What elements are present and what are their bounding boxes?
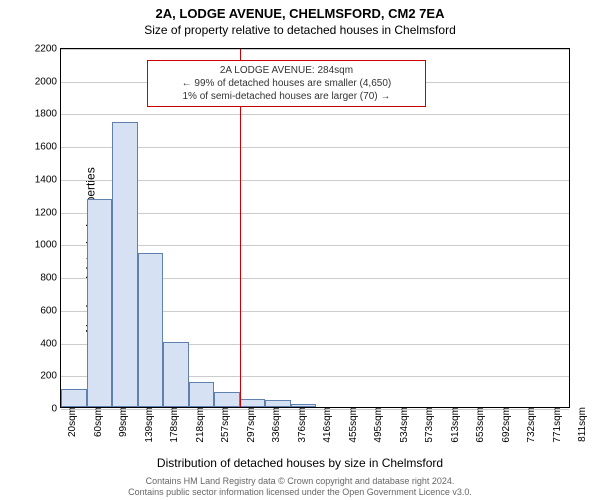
y-tick-label: 800 [40, 273, 61, 284]
x-tick-label: 653sqm [473, 407, 486, 443]
x-tick-label: 771sqm [550, 407, 563, 443]
x-tick-label: 692sqm [499, 407, 512, 443]
x-tick-label: 257sqm [218, 407, 231, 443]
x-axis-label: Distribution of detached houses by size … [0, 456, 600, 470]
x-tick-label: 495sqm [371, 407, 384, 443]
x-tick-label: 455sqm [346, 407, 359, 443]
histogram-bar [138, 253, 164, 407]
histogram-bar [112, 122, 138, 407]
footer-attribution: Contains HM Land Registry data © Crown c… [0, 476, 600, 498]
annotation-line1: 2A LODGE AVENUE: 284sqm [154, 64, 418, 77]
x-tick-label: 60sqm [91, 407, 104, 437]
y-tick-label: 1200 [35, 207, 61, 218]
x-tick-label: 811sqm [575, 407, 588, 442]
x-tick-label: 20sqm [65, 407, 78, 437]
x-tick-label: 178sqm [167, 407, 180, 443]
y-tick-label: 1800 [35, 109, 61, 120]
footer-line1: Contains HM Land Registry data © Crown c… [0, 476, 600, 487]
x-tick-label: 534sqm [397, 407, 410, 443]
y-tick-label: 0 [51, 404, 61, 415]
y-tick-label: 1600 [35, 142, 61, 153]
y-tick-label: 1400 [35, 174, 61, 185]
histogram-bar [189, 382, 215, 407]
x-tick-label: 613sqm [448, 407, 461, 443]
y-tick-label: 2000 [35, 76, 61, 87]
y-tick-label: 600 [40, 305, 61, 316]
y-tick-label: 1000 [35, 240, 61, 251]
x-tick-label: 218sqm [193, 407, 206, 443]
chart-title: 2A, LODGE AVENUE, CHELMSFORD, CM2 7EA [0, 0, 600, 21]
footer-line2: Contains public sector information licen… [0, 487, 600, 498]
gridline [61, 409, 569, 410]
chart-plot-area: 0200400600800100012001400160018002000220… [60, 48, 570, 408]
chart-subtitle: Size of property relative to detached ho… [0, 21, 600, 41]
gridline [61, 114, 569, 115]
histogram-bar [163, 342, 189, 407]
gridline [61, 49, 569, 50]
y-tick-label: 400 [40, 338, 61, 349]
histogram-bar [265, 400, 291, 407]
x-tick-label: 376sqm [295, 407, 308, 443]
histogram-bar [240, 399, 266, 407]
y-tick-label: 2200 [35, 44, 61, 55]
x-tick-label: 99sqm [116, 407, 129, 437]
x-tick-label: 732sqm [524, 407, 537, 443]
annotation-line3: 1% of semi-detached houses are larger (7… [154, 90, 418, 103]
annotation-line2: ← 99% of detached houses are smaller (4,… [154, 77, 418, 90]
x-tick-label: 416sqm [320, 407, 333, 443]
histogram-bar [214, 392, 240, 407]
x-tick-label: 573sqm [422, 407, 435, 443]
annotation-box: 2A LODGE AVENUE: 284sqm ← 99% of detache… [147, 60, 425, 107]
histogram-bar [87, 199, 113, 407]
x-tick-label: 297sqm [244, 407, 257, 443]
histogram-bar [61, 389, 87, 407]
histogram-bar [291, 404, 317, 407]
x-tick-label: 336sqm [269, 407, 282, 443]
x-tick-label: 139sqm [142, 407, 155, 443]
y-tick-label: 200 [40, 371, 61, 382]
